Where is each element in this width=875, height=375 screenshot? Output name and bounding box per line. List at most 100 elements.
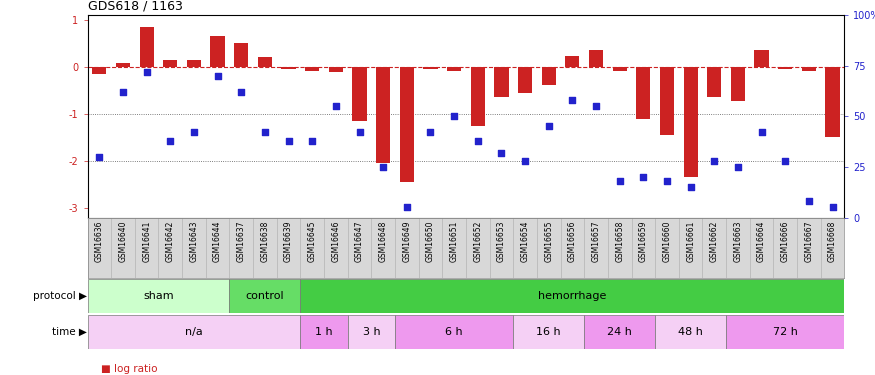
Bar bbox=[258, 57, 272, 67]
Text: GSM16661: GSM16661 bbox=[686, 220, 695, 262]
Bar bbox=[447, 67, 461, 70]
Text: GSM16646: GSM16646 bbox=[332, 220, 340, 262]
Bar bbox=[707, 67, 721, 98]
Bar bbox=[584, 315, 655, 349]
Bar bbox=[683, 67, 697, 177]
Bar bbox=[655, 315, 726, 349]
Bar bbox=[116, 63, 130, 67]
Point bbox=[754, 129, 768, 135]
Text: sham: sham bbox=[144, 291, 174, 301]
Text: control: control bbox=[246, 291, 284, 301]
Bar bbox=[726, 315, 844, 349]
Text: GSM16639: GSM16639 bbox=[284, 220, 293, 262]
Point bbox=[825, 204, 839, 210]
Bar bbox=[234, 43, 248, 67]
Text: GSM16667: GSM16667 bbox=[804, 220, 814, 262]
Bar bbox=[471, 67, 485, 126]
Point bbox=[707, 158, 721, 164]
Bar bbox=[300, 279, 844, 313]
Bar bbox=[88, 315, 300, 349]
Text: 6 h: 6 h bbox=[445, 327, 463, 337]
Text: 24 h: 24 h bbox=[607, 327, 632, 337]
Point bbox=[660, 178, 674, 184]
Text: 3 h: 3 h bbox=[362, 327, 380, 337]
Point bbox=[116, 89, 130, 95]
Bar bbox=[825, 67, 840, 138]
Text: GSM16642: GSM16642 bbox=[165, 220, 175, 262]
Text: GSM16660: GSM16660 bbox=[662, 220, 671, 262]
Point bbox=[471, 138, 485, 144]
Text: n/a: n/a bbox=[185, 327, 203, 337]
Bar bbox=[612, 67, 626, 70]
Text: 1 h: 1 h bbox=[315, 327, 332, 337]
Text: GSM16647: GSM16647 bbox=[355, 220, 364, 262]
Text: 72 h: 72 h bbox=[773, 327, 798, 337]
Point bbox=[376, 164, 390, 170]
Text: GSM16652: GSM16652 bbox=[473, 220, 482, 262]
Point bbox=[353, 129, 367, 135]
Bar bbox=[542, 67, 556, 85]
Text: GSM16636: GSM16636 bbox=[94, 220, 104, 262]
Text: GSM16638: GSM16638 bbox=[261, 220, 270, 262]
Point bbox=[494, 150, 508, 156]
Bar bbox=[92, 67, 107, 74]
Bar bbox=[353, 67, 367, 121]
Text: time ▶: time ▶ bbox=[52, 327, 87, 337]
Bar bbox=[778, 67, 793, 69]
Bar bbox=[636, 67, 650, 118]
Text: GSM16663: GSM16663 bbox=[733, 220, 743, 262]
Point bbox=[93, 154, 107, 160]
Text: GSM16648: GSM16648 bbox=[379, 220, 388, 262]
Bar bbox=[731, 67, 745, 101]
Text: GSM16662: GSM16662 bbox=[710, 220, 718, 262]
Point bbox=[778, 158, 792, 164]
Bar bbox=[424, 67, 438, 69]
Bar bbox=[514, 315, 584, 349]
Text: ■ log ratio: ■ log ratio bbox=[101, 364, 158, 374]
Bar bbox=[187, 60, 201, 67]
Text: protocol ▶: protocol ▶ bbox=[32, 291, 87, 301]
Point bbox=[589, 103, 603, 109]
Bar bbox=[802, 67, 816, 70]
Bar bbox=[329, 67, 343, 72]
Point bbox=[305, 138, 319, 144]
Text: GSM16653: GSM16653 bbox=[497, 220, 506, 262]
Text: GSM16656: GSM16656 bbox=[568, 220, 577, 262]
Text: GSM16649: GSM16649 bbox=[402, 220, 411, 262]
Point bbox=[140, 69, 154, 75]
Point bbox=[636, 174, 650, 180]
Text: 16 h: 16 h bbox=[536, 327, 561, 337]
Bar bbox=[305, 67, 319, 70]
Text: GSM16666: GSM16666 bbox=[780, 220, 790, 262]
Text: GSM16640: GSM16640 bbox=[118, 220, 128, 262]
Bar bbox=[660, 67, 674, 135]
Text: GSM16651: GSM16651 bbox=[450, 220, 458, 262]
Bar bbox=[347, 315, 395, 349]
Bar bbox=[139, 27, 154, 67]
Bar bbox=[494, 67, 508, 98]
Bar bbox=[211, 36, 225, 67]
Text: GSM16659: GSM16659 bbox=[639, 220, 648, 262]
Point bbox=[542, 123, 556, 129]
Bar bbox=[164, 60, 178, 67]
Text: GSM16643: GSM16643 bbox=[189, 220, 199, 262]
Text: GSM16657: GSM16657 bbox=[592, 220, 600, 262]
Text: GSM16654: GSM16654 bbox=[521, 220, 529, 262]
Bar bbox=[395, 315, 514, 349]
Text: GSM16658: GSM16658 bbox=[615, 220, 624, 262]
Point bbox=[187, 129, 201, 135]
Point bbox=[731, 164, 745, 170]
Point bbox=[518, 158, 532, 164]
Point bbox=[211, 73, 225, 79]
Bar bbox=[754, 50, 769, 67]
Text: GSM16664: GSM16664 bbox=[757, 220, 766, 262]
Point bbox=[329, 103, 343, 109]
Text: 48 h: 48 h bbox=[678, 327, 704, 337]
Bar bbox=[300, 315, 347, 349]
Text: GDS618 / 1163: GDS618 / 1163 bbox=[88, 0, 182, 12]
Bar bbox=[282, 67, 296, 69]
Text: GSM16668: GSM16668 bbox=[828, 220, 837, 262]
Text: GSM16655: GSM16655 bbox=[544, 220, 553, 262]
Bar bbox=[376, 67, 390, 164]
Text: GSM16650: GSM16650 bbox=[426, 220, 435, 262]
